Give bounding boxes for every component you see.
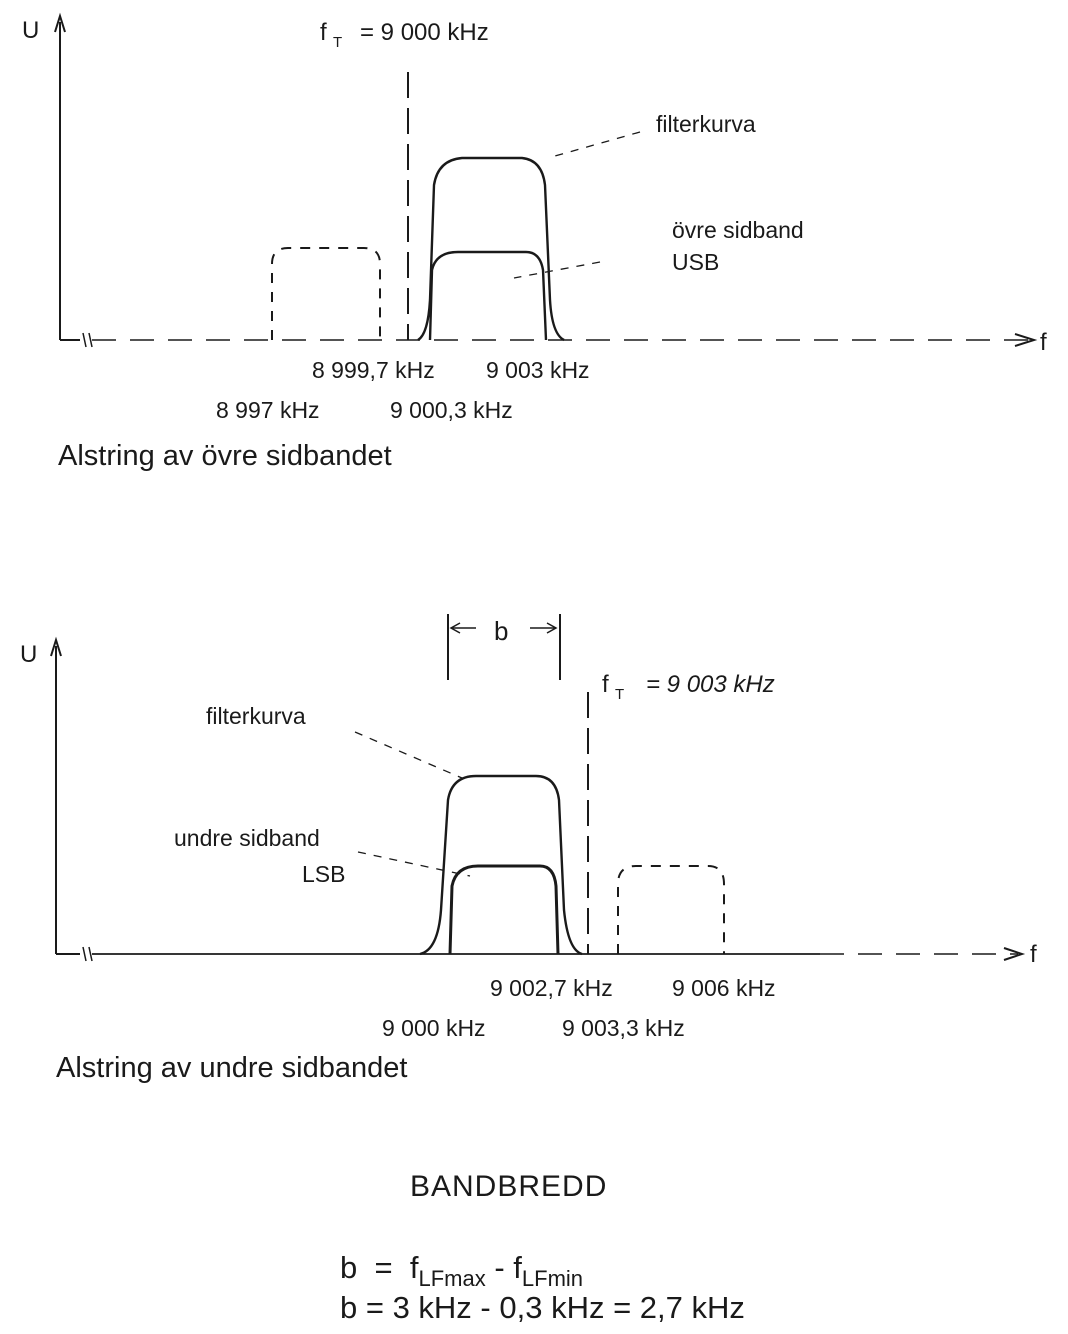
freq-label: 9 003 kHz bbox=[486, 357, 590, 383]
x-axis-label: f bbox=[1030, 941, 1037, 968]
upper-diagram-svg: U f f T = 9 000 kHz filterkurva övre sid… bbox=[22, 12, 1047, 423]
filter-curve bbox=[417, 156, 565, 342]
sideband-abbrev: USB bbox=[672, 249, 719, 275]
filter-label: filterkurva bbox=[206, 703, 306, 729]
freq-label: 9 002,7 kHz bbox=[490, 975, 613, 1001]
formula-f-max: f bbox=[409, 1250, 419, 1285]
bandwidth-arrows bbox=[449, 622, 558, 634]
lower-diagram-svg: b U f f T = 9 003 kHz filterkurva undre … bbox=[20, 614, 1037, 1041]
lsb-leader-line bbox=[357, 851, 471, 877]
sideband-label: undre sidband bbox=[174, 825, 320, 851]
filter-curve bbox=[419, 774, 583, 956]
caption: Alstring av övre sidbandet bbox=[58, 440, 392, 472]
y-axis-label: U bbox=[22, 17, 39, 44]
axis-break bbox=[82, 332, 93, 348]
bandwidth-formula-definition: b = fLFmax - fLFmin bbox=[340, 1250, 583, 1292]
carrier-label-sub: T bbox=[333, 34, 342, 51]
suppressed-lsb-shape bbox=[271, 247, 381, 340]
carrier-label-sub: T bbox=[615, 686, 624, 703]
bandwidth-label: b bbox=[494, 616, 508, 646]
bandwidth-formula-calculation: b = 3 kHz - 0,3 kHz = 2,7 kHz bbox=[340, 1290, 745, 1325]
formula-equals: = bbox=[374, 1250, 393, 1285]
usb-shape bbox=[428, 250, 548, 341]
lsb-shape bbox=[448, 864, 560, 955]
x-axis-label: f bbox=[1040, 329, 1047, 356]
freq-label: 9 006 kHz bbox=[672, 975, 776, 1001]
sideband-label: övre sidband bbox=[672, 217, 804, 243]
sideband-abbrev: LSB bbox=[302, 861, 345, 887]
freq-label: 9 000,3 kHz bbox=[390, 397, 513, 423]
carrier-label: f bbox=[320, 19, 327, 46]
bandwidth-title: BANDBREDD bbox=[410, 1170, 608, 1203]
y-axis-arrow bbox=[50, 636, 62, 657]
caption: Alstring av undre sidbandet bbox=[56, 1052, 408, 1084]
filter-leader-line bbox=[547, 131, 641, 159]
y-axis-label: U bbox=[20, 641, 37, 668]
freq-label: 9 000 kHz bbox=[382, 1015, 486, 1041]
axis-break bbox=[82, 946, 93, 962]
x-axis-arrow bbox=[1014, 333, 1038, 347]
carrier-value: = 9 000 kHz bbox=[360, 19, 489, 46]
formula-f-max-sub: LFmax bbox=[418, 1266, 486, 1291]
y-axis-arrow bbox=[54, 12, 66, 33]
suppressed-usb-shape bbox=[617, 865, 725, 954]
filter-label: filterkurva bbox=[656, 111, 756, 137]
formula-lhs: b bbox=[340, 1250, 358, 1285]
freq-label: 8 997 kHz bbox=[216, 397, 320, 423]
lower-sideband-diagram: b U f f T = 9 003 kHz filterkurva undre … bbox=[0, 600, 1068, 1100]
bandwidth-formula-section: BANDBREDD b = fLFmax - fLFmin b = 3 kHz … bbox=[0, 1160, 1068, 1334]
filter-leader-line bbox=[354, 731, 463, 779]
freq-label: 9 003,3 kHz bbox=[562, 1015, 685, 1041]
carrier-label: f bbox=[602, 671, 609, 698]
x-axis-arrow bbox=[1003, 947, 1026, 961]
upper-sideband-diagram: U f f T = 9 000 kHz filterkurva övre sid… bbox=[0, 0, 1068, 520]
usb-leader-line bbox=[513, 261, 601, 279]
carrier-value: = 9 003 kHz bbox=[646, 671, 775, 698]
formula-f-min-sub: LFmin bbox=[521, 1266, 584, 1291]
formula-f-min: f bbox=[513, 1250, 522, 1285]
freq-label: 8 999,7 kHz bbox=[312, 357, 435, 383]
formula-minus: - bbox=[494, 1250, 505, 1285]
